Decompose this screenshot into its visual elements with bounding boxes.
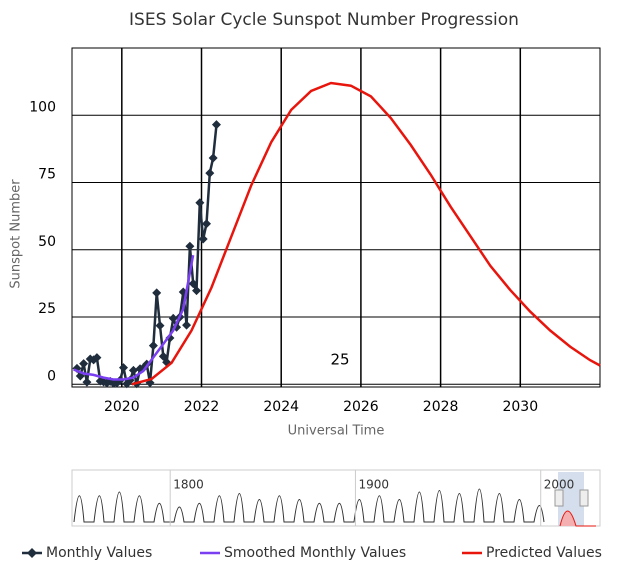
- data-point: [128, 365, 138, 375]
- plot-frame: [71, 47, 601, 388]
- data-point: [155, 321, 165, 331]
- legend-label: Monthly Values: [46, 545, 152, 561]
- y-axis-label: Sunspot Number: [9, 179, 24, 289]
- chart-title: ISES Solar Cycle Sunspot Number Progress…: [129, 10, 519, 30]
- data-point: [79, 359, 89, 369]
- y-tick-label: 75: [38, 167, 56, 183]
- data-point: [82, 377, 92, 387]
- navigator-history: [73, 488, 545, 523]
- data-point: [92, 353, 102, 363]
- x-axis-label: Universal Time: [288, 424, 385, 439]
- data-point: [152, 288, 162, 298]
- data-point: [182, 320, 192, 330]
- data-point: [208, 153, 218, 163]
- legend-marker: [27, 548, 37, 558]
- x-tick-label: 2022: [184, 399, 220, 415]
- navigator-frame: [71, 469, 601, 527]
- navigator-handle[interactable]: [579, 489, 589, 507]
- data-point: [188, 279, 198, 289]
- data-point: [168, 313, 178, 323]
- data-point: [165, 333, 175, 343]
- navigator-tick-label: 2000: [544, 478, 575, 492]
- series-line: [73, 254, 195, 381]
- data-point: [192, 286, 202, 296]
- navigator-prediction: [559, 510, 596, 527]
- data-point: [195, 198, 205, 208]
- series-line: [75, 124, 218, 387]
- data-point: [198, 234, 208, 244]
- navigator-tick-label: 1900: [358, 478, 389, 492]
- legend-label: Predicted Values: [486, 545, 602, 561]
- data-point: [118, 363, 128, 373]
- y-tick-label: 0: [47, 368, 56, 384]
- navigator-handle[interactable]: [554, 489, 564, 507]
- y-tick-label: 25: [38, 301, 56, 317]
- data-point: [211, 120, 221, 130]
- y-tick-label: 50: [38, 234, 56, 250]
- cycle-annotation: 25: [330, 351, 349, 369]
- x-tick-label: 2030: [502, 399, 538, 415]
- data-point: [201, 219, 211, 229]
- x-tick-label: 2020: [104, 399, 140, 415]
- legend-label: Smoothed Monthly Values: [224, 545, 406, 561]
- data-point: [148, 341, 158, 351]
- x-tick-label: 2024: [263, 399, 299, 415]
- x-tick-label: 2028: [423, 399, 459, 415]
- series-line: [131, 81, 601, 386]
- data-point: [185, 241, 195, 251]
- navigator-tick-label: 1800: [173, 478, 204, 492]
- data-point: [205, 168, 215, 178]
- y-tick-label: 100: [29, 99, 56, 115]
- x-tick-label: 2026: [343, 399, 379, 415]
- data-point: [158, 351, 168, 361]
